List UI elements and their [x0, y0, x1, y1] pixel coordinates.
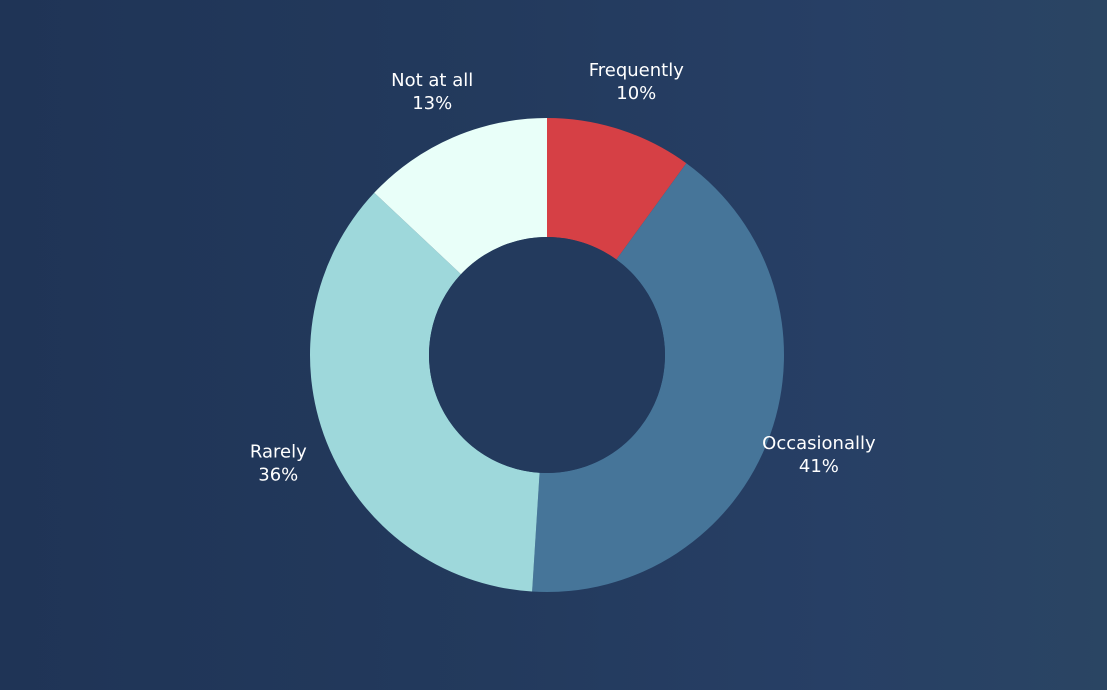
- slice-occasionally: [532, 163, 784, 592]
- slice-rarely: [309, 192, 540, 592]
- slice-not-at-all: [374, 118, 547, 275]
- slice-label-rarely: Rarely 36%: [250, 441, 307, 485]
- slice-category-text: Frequently: [589, 60, 684, 81]
- slice-percent-text: 13%: [412, 93, 452, 114]
- slice-frequently: [547, 118, 687, 260]
- slice-label-occasionally: Occasionally 41%: [762, 433, 876, 477]
- slice-percent-text: 36%: [258, 464, 298, 485]
- slice-category-text: Not at all: [391, 70, 473, 91]
- donut-hole: [429, 237, 665, 473]
- slice-label-not-at-all: Not at all 13%: [391, 70, 473, 114]
- slice-label-frequently: Frequently 10%: [589, 60, 684, 104]
- slice-category-text: Rarely: [250, 441, 307, 462]
- slice-category-text: Occasionally: [762, 433, 876, 454]
- slice-percent-text: 10%: [616, 83, 656, 104]
- slice-percent-text: 41%: [799, 456, 839, 477]
